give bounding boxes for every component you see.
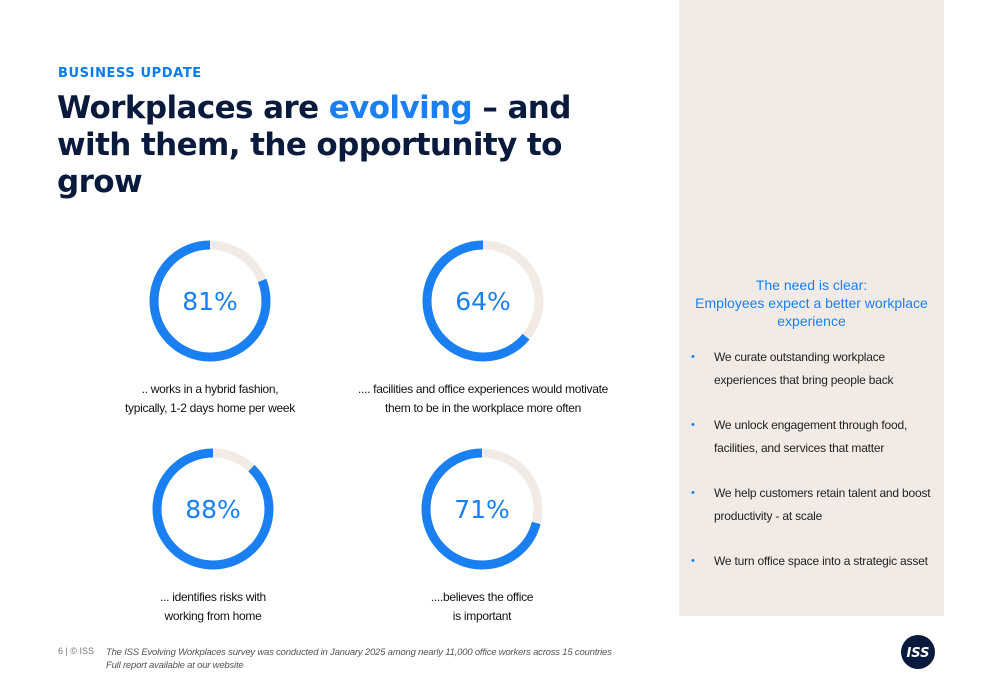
stat-hybrid: 81% .. works in a hybrid fashion, typica… [80, 236, 340, 418]
stat-caption: ....believes the office is important [352, 588, 612, 626]
survey-footnote: The ISS Evolving Workplaces survey was c… [106, 646, 612, 672]
caption-line: ... identifies risks with [160, 590, 266, 604]
stat-caption: ... identifies risks with working from h… [83, 588, 343, 626]
page-title: Workplaces are evolving – and with them,… [57, 90, 617, 201]
panel-bullet-item: • We unlock engagement through food, faci… [691, 414, 936, 460]
title-part-2: – and with them, the opportunity to grow [57, 90, 571, 200]
panel-bullet-item: • We turn office space into a strategic a… [691, 550, 936, 573]
donut-chart-facilities: 64% [422, 240, 544, 362]
bullet-dot-icon: • [691, 555, 695, 567]
insight-panel: The need is clear: Employees expect a be… [679, 0, 944, 616]
caption-line: .. works in a hybrid fashion, [141, 382, 279, 396]
footnote-survey-name: The ISS Evolving Workplaces survey [106, 647, 255, 658]
title-part-1: Workplaces are [57, 90, 329, 126]
panel-bullet-list: • We curate outstanding workplace experie… [691, 346, 936, 595]
caption-line: them to be in the workplace more often [384, 401, 582, 415]
section-eyebrow: BUSINESS UPDATE [58, 66, 202, 81]
panel-heading-line: experience [777, 313, 846, 329]
donut-percent: 81% [182, 287, 238, 316]
panel-heading: The need is clear: Employees expect a be… [679, 276, 944, 330]
donut-chart-hybrid: 81% [149, 240, 271, 362]
panel-bullet-item: • We help customers retain talent and boo… [691, 482, 936, 528]
bullet-dot-icon: • [691, 419, 695, 431]
donut-arc [422, 240, 544, 362]
caption-line: working from home [164, 609, 262, 623]
page-number: 6 | © ISS [58, 646, 94, 656]
iss-logo: ISS [901, 635, 935, 669]
panel-bullet-text: We turn office space into a strategic as… [714, 554, 928, 568]
caption-line: .... facilities and office experiences w… [357, 382, 609, 396]
donut-chart-risks: 88% [152, 448, 274, 570]
stat-risks: 88% ... identifies risks with working fr… [83, 444, 343, 626]
donut-arc [421, 448, 543, 570]
stat-facilities: 64% .... facilities and office experienc… [353, 236, 613, 418]
logo-circle [901, 635, 935, 669]
panel-heading-line: The need is clear: [755, 277, 868, 293]
panel-bullet-text: We curate outstanding workplace experien… [714, 350, 894, 387]
panel-bullet-text: We help customers retain talent and boos… [714, 486, 931, 523]
donut-arc [149, 240, 271, 362]
bullet-dot-icon: • [691, 351, 695, 363]
stat-office: 71% ....believes the office is important [352, 444, 612, 626]
logo-text: ISS [906, 646, 929, 661]
donut-chart-office: 71% [421, 448, 543, 570]
caption-line: ....believes the office [430, 590, 534, 604]
footnote-line: Full report available at our website [106, 660, 244, 671]
stat-caption: .... facilities and office experiences w… [353, 380, 613, 418]
caption-line: is important [452, 609, 512, 623]
footnote-text: was conducted in January 2025 among near… [254, 647, 612, 658]
donut-arc [152, 448, 274, 570]
footnote-line: The ISS Evolving Workplaces survey was c… [106, 646, 612, 659]
donut-percent: 88% [185, 495, 241, 524]
panel-bullet-item: • We curate outstanding workplace experie… [691, 346, 936, 392]
caption-line: typically, 1-2 days home per week [125, 401, 295, 415]
title-highlight: evolving [328, 90, 473, 126]
stat-caption: .. works in a hybrid fashion, typically,… [80, 380, 340, 418]
panel-bullet-text: We unlock engagement through food, facil… [714, 418, 908, 455]
bullet-dot-icon: • [691, 487, 695, 499]
donut-percent: 64% [455, 287, 511, 316]
donut-percent: 71% [454, 495, 510, 524]
panel-heading-line: Employees expect a better workplace [695, 295, 928, 311]
